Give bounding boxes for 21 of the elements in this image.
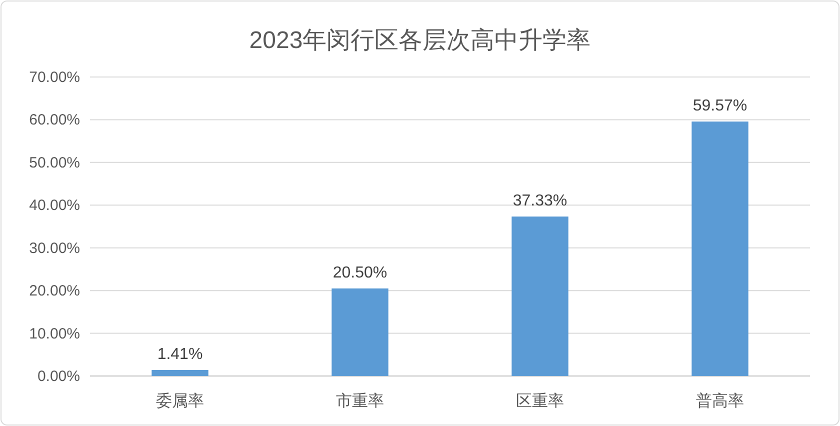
y-tick-label: 70.00% <box>29 69 80 86</box>
y-tick-label: 50.00% <box>29 154 80 172</box>
bar <box>332 288 388 376</box>
y-tick-label: 60.00% <box>29 112 80 129</box>
y-tick-label: 30.00% <box>29 240 80 257</box>
x-tick-label: 委属率 <box>156 392 204 410</box>
bar <box>152 370 208 376</box>
y-tick-label: 10.00% <box>29 325 80 342</box>
data-label: 1.41% <box>157 346 203 363</box>
chart-title: 2023年闵行区各层次高中升学率 <box>249 27 591 54</box>
y-tick-label: 40.00% <box>29 197 80 214</box>
x-tick-label: 普高率 <box>696 392 744 410</box>
y-tick-label: 20.00% <box>29 282 80 300</box>
data-label: 37.33% <box>512 192 568 210</box>
y-tick-label: 0.00% <box>37 368 80 385</box>
x-tick-label: 区重率 <box>516 392 564 410</box>
data-label: 20.50% <box>332 264 388 282</box>
data-label: 59.57% <box>692 98 748 115</box>
x-tick-label: 市重率 <box>336 392 384 410</box>
bar <box>512 216 568 376</box>
bar <box>692 122 748 376</box>
